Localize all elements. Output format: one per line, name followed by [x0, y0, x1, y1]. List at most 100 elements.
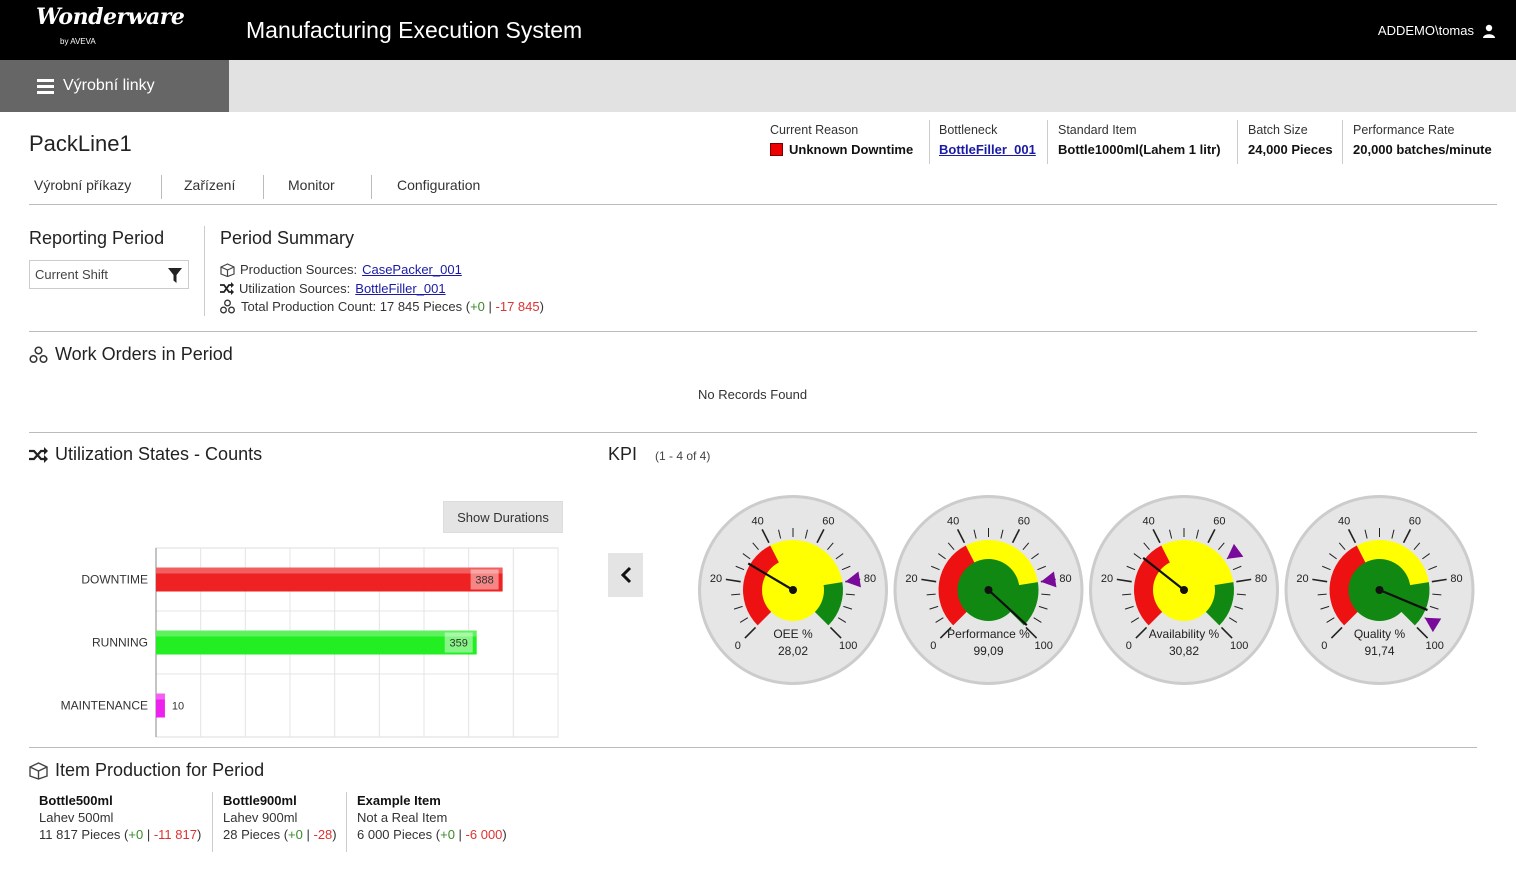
previous-button[interactable] [608, 553, 643, 597]
gauge-tick [931, 565, 940, 571]
tab-label: Monitor [288, 177, 335, 193]
gauge-tick [1429, 605, 1439, 610]
value-label: 359 [450, 638, 468, 650]
bar-highlight [156, 693, 165, 700]
gauge-tick-label: 60 [1018, 516, 1030, 528]
gauge-needle [747, 562, 794, 591]
gauge-band [814, 582, 843, 626]
value-label-bg [470, 569, 499, 590]
value-label-bg [444, 632, 473, 653]
utilization-title-text: Utilization States - Counts [55, 444, 263, 464]
gauge-needle-hub [1180, 586, 1188, 594]
gauge-target-marker [845, 571, 861, 588]
divider [1237, 120, 1238, 164]
reporting-period-select[interactable]: Current Shift [29, 260, 189, 289]
section-divider [29, 432, 1477, 433]
bar [156, 693, 165, 718]
gauge-band [1329, 545, 1366, 626]
gauge-tick [1122, 593, 1132, 596]
kpi-gauges: 0 20 40 60 80 100 OEE % 28,02 0 20 40 60 80 100 Perfor… [698, 495, 1475, 685]
item-count-minus: -28 [313, 827, 333, 842]
gauge-tick-label: 100 [1425, 640, 1443, 652]
gauge-tick [1022, 542, 1030, 551]
gauge-tick [1031, 553, 1039, 560]
gauge-tick [731, 593, 741, 596]
item-name: Bottle900ml [223, 793, 297, 808]
divider [346, 792, 347, 852]
tab-equipment[interactable]: Zařízení [162, 172, 263, 204]
divider [204, 226, 205, 316]
gauge-band [1009, 582, 1039, 626]
divider [1047, 120, 1048, 164]
item-card: Bottle900ml Lahev 900ml 28 Pieces (+0 | … [223, 792, 337, 843]
gauge-tick [1320, 605, 1330, 610]
shuffle-icon [29, 446, 48, 463]
gauge-tick [1416, 626, 1429, 639]
production-source-link[interactable]: CasePacker_001 [362, 262, 462, 277]
gauge-tick [1236, 578, 1252, 583]
divider [1342, 120, 1343, 164]
show-durations-button[interactable]: Show Durations [443, 501, 563, 533]
gauge-tick-label: 40 [1338, 516, 1350, 528]
user-menu[interactable]: ADDEMO\tomas [1378, 23, 1496, 38]
category-label: DOWNTIME [81, 573, 148, 587]
gauge-tick [725, 578, 741, 583]
user-icon [1483, 24, 1495, 38]
gauge-tick [1152, 529, 1161, 544]
gauge-tick [956, 529, 966, 544]
tab-configuration[interactable]: Configuration [372, 172, 512, 204]
gauge-tick-label: 40 [947, 516, 959, 528]
tab-monitor[interactable]: Monitor [284, 172, 351, 204]
gauge-tick [1329, 553, 1337, 560]
production-sources-row: Production Sources: CasePacker_001 [220, 262, 462, 277]
gauge-tick [1326, 617, 1335, 623]
gauge-tick [1037, 565, 1046, 571]
total-production-label: Total Production Count: 17 845 Pieces ( [241, 299, 471, 314]
gauge-tick [1402, 529, 1412, 544]
item-card: Example Item Not a Real Item 6 000 Piece… [357, 792, 507, 843]
total-production-minus: -17 845 [495, 299, 540, 314]
bar-highlight [156, 630, 477, 637]
value-label: 388 [475, 575, 493, 587]
reporting-period-value: Current Shift [35, 267, 108, 282]
gauge-value: 91,74 [1364, 644, 1394, 658]
gauge-target-marker [1226, 543, 1244, 559]
bottleneck-link[interactable]: BottleFiller_001 [939, 142, 1036, 157]
gauge-tick [739, 617, 749, 623]
item-count: 6 000 Pieces (+0 | -6 000) [357, 827, 507, 842]
performance-rate-label: Performance Rate [1353, 123, 1455, 137]
bottleneck-label: Bottleneck [939, 123, 998, 137]
gauge-tick [1116, 578, 1132, 583]
divider [263, 175, 264, 199]
item-name: Bottle500ml [39, 793, 113, 808]
gauge-tick [733, 605, 743, 610]
chevron-left-icon [620, 566, 631, 584]
gauge-tick [1234, 605, 1244, 610]
work-orders-title: Work Orders in Period [29, 344, 233, 365]
total-production-sep: | [484, 299, 496, 314]
gauge-needle-hub [984, 586, 993, 594]
gauge-tick [1124, 605, 1134, 610]
gauge-tick [1428, 565, 1437, 571]
status-color-indicator [770, 143, 783, 156]
gauge-tick [841, 565, 851, 571]
reporting-period-title: Reporting Period [29, 228, 165, 248]
item-count: 28 Pieces (+0 | -28) [223, 827, 337, 842]
section-divider [29, 331, 1477, 332]
menu-button[interactable]: Výrobní linky [0, 60, 229, 112]
gauge-tick [1195, 529, 1199, 539]
item-count-plus: +0 [128, 827, 144, 842]
gauge-name: Quality % [1354, 627, 1406, 641]
gauge-tick [929, 605, 939, 610]
tab-work-orders[interactable]: Výrobní příkazy [29, 172, 161, 204]
gauge-tick [1413, 542, 1421, 551]
gauge-needle-hub [1375, 586, 1384, 594]
wonderware-logo[interactable]: Wonderware by AVEVA [36, 4, 185, 54]
gauge-needle [987, 589, 1028, 626]
gears-icon [29, 345, 48, 363]
gauge-tick [1011, 529, 1021, 544]
gauge-tick [1126, 565, 1136, 571]
filter-icon [168, 268, 182, 283]
gauge-tick-label: 20 [905, 573, 917, 585]
utilization-source-link[interactable]: BottleFiller_001 [355, 281, 446, 296]
